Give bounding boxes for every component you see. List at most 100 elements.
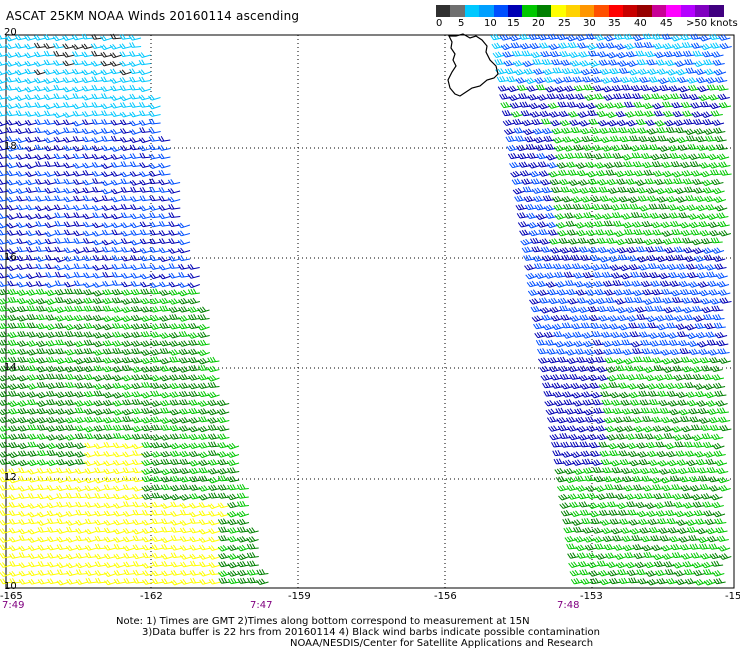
wind-barb (218, 535, 231, 542)
wind-barb (179, 545, 193, 551)
wind-barb (46, 442, 59, 450)
wind-barb (55, 408, 68, 415)
wind-barb (670, 417, 683, 424)
wind-barb (574, 348, 588, 355)
wind-barb (689, 484, 703, 492)
wind-barb (712, 187, 725, 195)
wind-barb (102, 383, 116, 390)
wind-barb (131, 391, 144, 398)
wind-barb (638, 331, 652, 338)
wind-barb (159, 305, 172, 312)
wind-barb (689, 543, 702, 550)
wind-barb (618, 323, 631, 331)
wind-barb (149, 178, 162, 185)
wind-barb (617, 382, 631, 389)
wind-barb (64, 365, 78, 373)
wind-barb (74, 433, 87, 440)
wind-barb (709, 424, 722, 431)
wind-barb (65, 553, 79, 560)
wind-barb (151, 561, 164, 567)
wind-barb (559, 119, 573, 127)
wind-barb (606, 434, 619, 441)
wind-barb (207, 417, 220, 424)
wind-barb (678, 408, 692, 416)
wind-barb (227, 570, 241, 577)
wind-barb (27, 399, 40, 406)
wind-barb (56, 579, 70, 586)
wind-barb (718, 161, 731, 168)
wind-barb (84, 510, 98, 517)
wind-barb (62, 69, 75, 75)
wind-barb (103, 451, 116, 457)
wind-barb (540, 246, 554, 253)
wind-barb (578, 119, 592, 127)
wind-barb (158, 264, 172, 271)
wind-barb (556, 289, 569, 296)
wind-barb (7, 331, 20, 339)
wind-barb (91, 205, 105, 211)
wind-barb (706, 213, 720, 220)
wind-barb (100, 86, 114, 92)
wind-barb (490, 33, 503, 41)
wind-barb (660, 476, 673, 484)
wind-barb (217, 544, 231, 552)
wind-barb (631, 221, 645, 228)
wind-barb (623, 484, 636, 492)
wind-barb (657, 77, 671, 85)
wind-barb (45, 382, 59, 390)
wind-barb (129, 84, 142, 91)
wind-barb (624, 101, 637, 108)
wind-barb (665, 382, 678, 390)
wind-barb (584, 221, 597, 228)
wind-barb (35, 288, 48, 295)
wind-barb (73, 288, 86, 295)
wind-barb (112, 477, 126, 483)
wind-barb (551, 441, 563, 448)
wind-barb (46, 544, 60, 551)
wind-barb (578, 374, 592, 382)
wind-barb (92, 272, 105, 279)
wind-barb (550, 374, 563, 381)
wind-barb (130, 297, 143, 304)
wind-barb (700, 365, 714, 372)
wind-barb (128, 34, 142, 41)
wind-barb (34, 178, 48, 185)
wind-barb (141, 528, 155, 534)
wind-barb (132, 553, 145, 560)
wind-barb (179, 442, 192, 450)
wind-barb (588, 118, 601, 125)
wind-barb (119, 102, 133, 108)
wind-barb (27, 433, 40, 440)
wind-barb (64, 314, 77, 322)
wind-barb (113, 528, 126, 535)
wind-barb (571, 323, 584, 330)
wind-barb (26, 391, 40, 398)
wind-barb (35, 323, 49, 330)
wind-barb (563, 399, 576, 406)
legend-label: 45 (660, 18, 673, 29)
wind-barb (625, 237, 638, 244)
wind-barb (684, 450, 698, 457)
wind-barb (658, 399, 671, 407)
wind-barb (650, 153, 663, 161)
wind-barb (593, 407, 606, 414)
legend-label: 5 (458, 18, 465, 29)
wind-barb (149, 229, 162, 236)
wind-barb (662, 110, 676, 117)
wind-barb (685, 67, 698, 74)
wind-barb (37, 475, 50, 482)
wind-barb (572, 203, 585, 210)
wind-barb (673, 246, 687, 253)
wind-barb (526, 212, 539, 219)
wind-barb (36, 381, 49, 388)
wind-barb (33, 42, 47, 49)
wind-barb (583, 536, 596, 543)
wind-barb (582, 271, 595, 279)
wind-barb (692, 373, 705, 380)
wind-barb (140, 349, 153, 356)
wind-barb (676, 263, 689, 270)
wind-barb (552, 391, 566, 398)
wind-barb (639, 399, 652, 406)
wind-barb (604, 102, 618, 109)
wind-barb (47, 578, 60, 585)
